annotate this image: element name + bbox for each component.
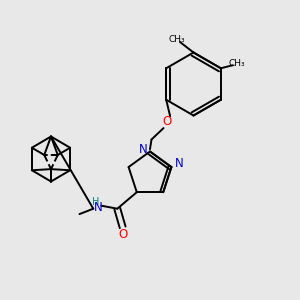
Text: N: N: [175, 157, 183, 170]
Text: CH₃: CH₃: [229, 59, 246, 68]
Text: O: O: [162, 115, 171, 128]
Text: H: H: [92, 197, 99, 207]
Text: N: N: [94, 201, 102, 214]
Text: O: O: [118, 228, 127, 241]
Text: N: N: [139, 142, 148, 156]
Text: CH₃: CH₃: [169, 34, 185, 43]
